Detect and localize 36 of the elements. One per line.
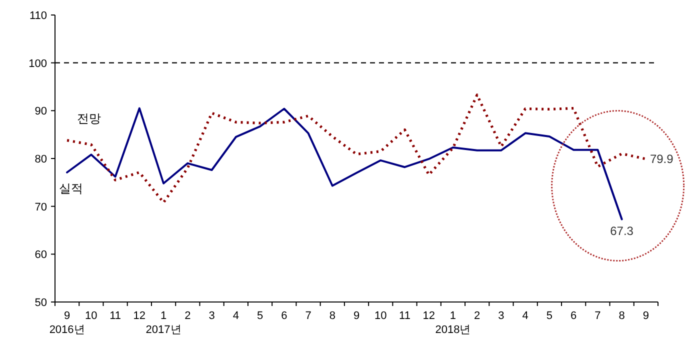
x-tick-label: 1 2017년: [146, 310, 182, 336]
x-tick-label: 8: [329, 310, 336, 322]
x-tick-label: 1 2018년: [435, 310, 471, 336]
x-tick-label: 5: [546, 310, 553, 322]
x-tick-label: 11: [399, 310, 410, 322]
x-tick-label: 4: [232, 310, 239, 322]
y-tick-label: 70: [34, 201, 47, 214]
x-tick-label: 10: [85, 310, 98, 322]
x-tick-label: 6: [570, 310, 577, 322]
x-tick-label: 3: [498, 310, 504, 322]
y-tick-label: 100: [28, 58, 47, 70]
y-tick-label: 110: [29, 10, 47, 22]
data-label: 79.9: [650, 152, 674, 166]
x-tick-label: 4: [522, 310, 528, 322]
x-tick-label: 7: [305, 310, 312, 322]
x-tick-label: 6: [281, 310, 288, 322]
x-tick-label: 7: [594, 310, 601, 322]
x-tick-label: 3: [208, 310, 215, 322]
x-tick-label: 5: [256, 310, 264, 322]
x-tick-label: 12: [422, 310, 435, 322]
series-label: 실적: [59, 181, 84, 196]
x-tick-label: 9: [353, 310, 360, 322]
series-label: 전망: [77, 111, 102, 126]
data-label: 67.3: [610, 224, 634, 238]
x-tick-label: 2: [184, 310, 191, 322]
y-tick-label: 90: [34, 106, 47, 118]
x-tick-label: 12: [133, 310, 146, 322]
x-tick-label: 2: [474, 310, 480, 322]
x-tick-label: 10: [374, 310, 387, 322]
y-tick-label: 80: [34, 154, 47, 166]
y-tick-label: 60: [34, 249, 47, 262]
x-tick-label: 11: [110, 310, 122, 322]
x-tick-label: 8: [618, 310, 625, 322]
y-tick-label: 50: [34, 297, 47, 309]
x-tick-label: 9 2016년: [49, 310, 85, 336]
x-tick-label: 9: [642, 310, 650, 322]
